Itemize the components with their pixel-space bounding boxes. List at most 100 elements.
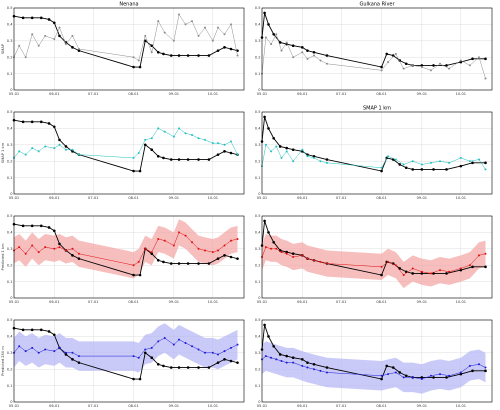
data-point: [197, 34, 200, 37]
x-tick-label: 10-01: [456, 92, 466, 96]
data-point: [263, 219, 266, 223]
data-point: [236, 237, 239, 240]
data-point: [420, 66, 423, 69]
data-point: [285, 250, 288, 254]
data-point: [150, 346, 153, 349]
data-point: [267, 23, 270, 26]
x-tick-label: 05-01: [9, 300, 19, 304]
data-point: [264, 143, 267, 146]
data-point: [291, 44, 295, 48]
data-point: [229, 47, 233, 51]
data-point: [272, 344, 275, 348]
data-point: [172, 39, 175, 42]
data-point: [207, 158, 211, 161]
chart-panel-row1-right: 0 0.1 0.2 0.3 0.4 0.5 05-01 06-01 07-01 08-01 09-0…: [255, 2, 493, 96]
y-tick-label: 0: [10, 400, 13, 404]
panel-title: SMAP 1 km: [363, 106, 391, 112]
y-tick-label: 0.4: [255, 23, 261, 27]
axis-frame: [261, 215, 493, 299]
x-tick-label: 08-01: [128, 404, 138, 408]
series-line-1: [13, 337, 238, 359]
y-tick-label: 0.3: [7, 247, 13, 251]
data-point: [64, 145, 68, 148]
uncertainty-band: [14, 219, 238, 279]
y-tick-label: 0.3: [7, 143, 13, 147]
data-point: [37, 251, 40, 254]
data-point: [387, 61, 390, 64]
data-point: [325, 371, 328, 374]
data-point: [380, 273, 383, 277]
data-point: [484, 161, 487, 165]
data-point: [468, 364, 471, 367]
data-point: [197, 348, 200, 351]
y-tick-label: 0: [258, 400, 261, 404]
data-point: [172, 343, 175, 346]
data-point: [394, 158, 397, 161]
data-point: [138, 169, 142, 173]
data-point: [71, 34, 74, 37]
y-tick-label: 0.5: [7, 214, 13, 218]
data-point: [398, 163, 402, 166]
data-point: [432, 64, 435, 67]
series-line-0: [261, 12, 486, 68]
y-tick-label: 0.1: [255, 384, 261, 388]
data-point: [264, 355, 267, 358]
data-point: [484, 168, 487, 171]
data-point: [217, 142, 220, 145]
data-point: [52, 21, 56, 25]
data-point: [211, 39, 214, 42]
data-point: [484, 57, 487, 61]
series-line-0: [13, 119, 238, 172]
data-point: [58, 138, 61, 142]
data-point: [229, 151, 233, 155]
chart-panel-row2-right: 0 0.1 0.2 0.3 0.4 0.5 05-01 06-01 07-01 08-01 09-0…: [255, 106, 493, 200]
data-point: [77, 355, 80, 358]
data-point: [280, 49, 283, 52]
data-point: [420, 168, 424, 171]
data-point: [71, 358, 74, 361]
data-point: [312, 156, 315, 159]
data-point: [216, 49, 220, 52]
data-point: [172, 135, 175, 138]
data-point: [236, 343, 239, 346]
data-point: [471, 369, 474, 373]
data-point: [71, 148, 74, 151]
data-point: [278, 353, 282, 356]
data-point: [468, 64, 471, 67]
x-tick-label: 06-01: [49, 196, 59, 200]
data-point: [58, 246, 61, 249]
data-point: [278, 41, 282, 44]
data-point: [31, 33, 34, 36]
uncertainty-band: [262, 234, 486, 289]
data-point: [132, 156, 135, 159]
data-point: [18, 44, 21, 47]
data-point: [18, 150, 21, 153]
x-tick-label: 10-01: [208, 92, 218, 96]
data-point: [402, 67, 405, 70]
data-point: [169, 262, 173, 265]
data-point: [429, 69, 432, 72]
data-point: [150, 148, 154, 152]
data-point: [448, 161, 451, 164]
x-tick-label: 09-01: [417, 196, 427, 200]
data-point: [445, 272, 448, 275]
x-tick-label: 06-01: [297, 404, 307, 408]
data-point: [312, 368, 315, 371]
data-point: [306, 361, 309, 364]
data-point: [31, 244, 34, 247]
data-point: [380, 69, 383, 72]
data-point: [162, 52, 165, 56]
series-line-1: [13, 13, 238, 61]
y-tick-label: 0.1: [7, 280, 13, 284]
data-point: [132, 169, 135, 173]
data-point: [197, 158, 200, 161]
data-point: [178, 127, 181, 130]
y-tick-label: 0.2: [7, 159, 13, 163]
data-point: [21, 224, 25, 228]
data-point: [459, 267, 462, 270]
y-tick-label: 0.4: [255, 231, 261, 235]
x-tick-label: 06-01: [49, 92, 59, 96]
x-tick-label: 07-01: [88, 92, 98, 96]
data-point: [404, 166, 408, 170]
data-point: [439, 269, 442, 272]
